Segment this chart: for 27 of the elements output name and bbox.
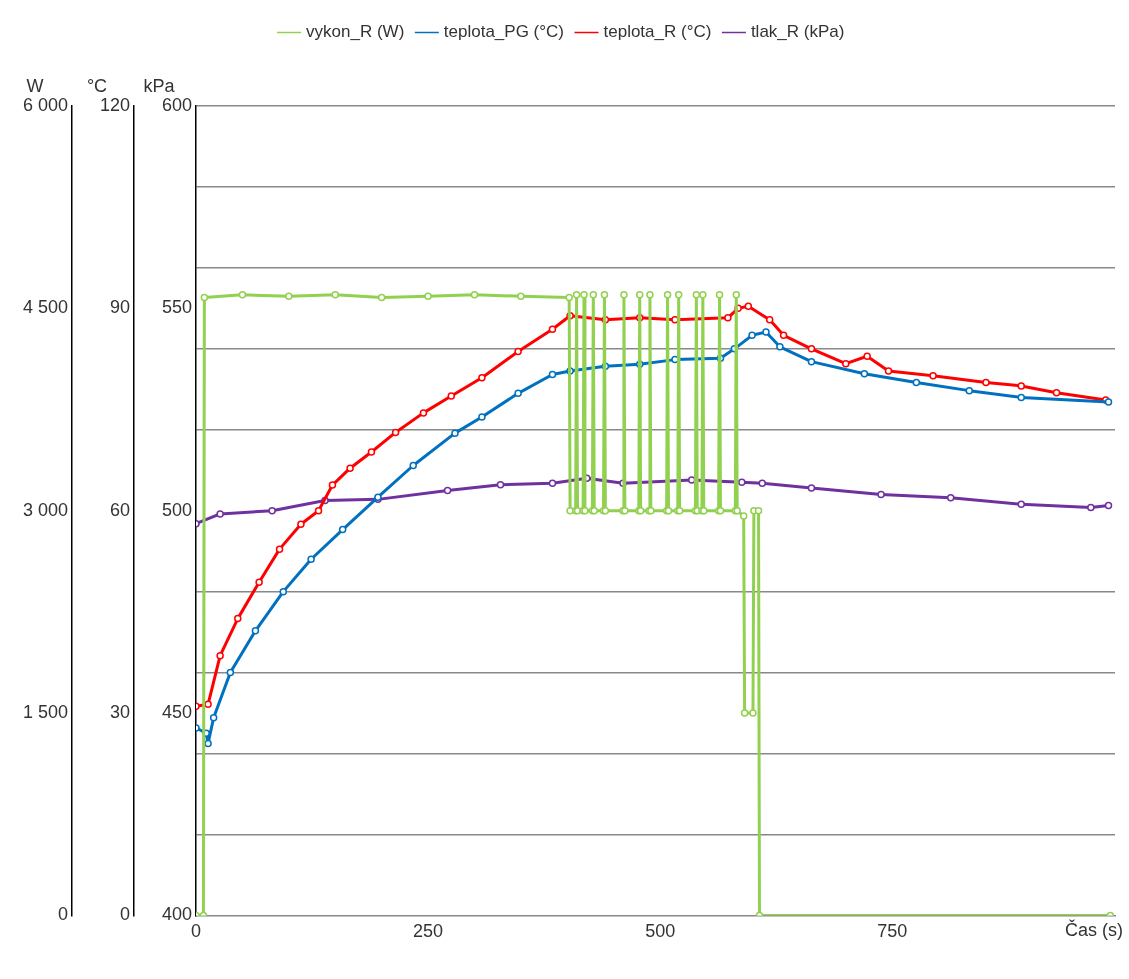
x-tick-label: 0	[190, 921, 202, 942]
y3-tick-label: 450	[161, 702, 192, 723]
y2-tick-label: 90	[109, 297, 130, 318]
y-tick-label: 3 000	[22, 499, 68, 520]
y3-axis-title: kPa	[143, 75, 176, 96]
legend-label: teplota_PG (°C)	[443, 22, 564, 42]
y-tick-label: 0	[57, 904, 68, 925]
y2-tick-label: 30	[109, 702, 130, 723]
y2-axis-title: °C	[86, 75, 108, 96]
y3-tick-label: 600	[161, 94, 192, 115]
y2-tick-label: 120	[99, 94, 130, 115]
y3-tick-label: 550	[161, 297, 192, 318]
y2-tick-label: 60	[109, 499, 130, 520]
y3-tick-label: 400	[161, 904, 192, 925]
legend-label: tlak_R (kPa)	[750, 22, 845, 42]
y-tick-label: 1 500	[22, 702, 68, 723]
y2-tick-label: 0	[119, 904, 130, 925]
x-tick-label: 250	[413, 921, 444, 942]
legend-label: vykon_R (W)	[306, 22, 405, 42]
x-tick-label: 750	[877, 921, 908, 942]
y-tick-label: 6 000	[22, 94, 68, 115]
y-axis-title: W	[26, 75, 44, 96]
x-axis-title: Čas (s)	[1065, 919, 1123, 941]
legend-label: teplota_R (°C)	[603, 22, 712, 42]
y3-tick-label: 500	[161, 499, 192, 520]
x-tick-label: 500	[645, 921, 676, 942]
y-tick-label: 4 500	[22, 297, 68, 318]
